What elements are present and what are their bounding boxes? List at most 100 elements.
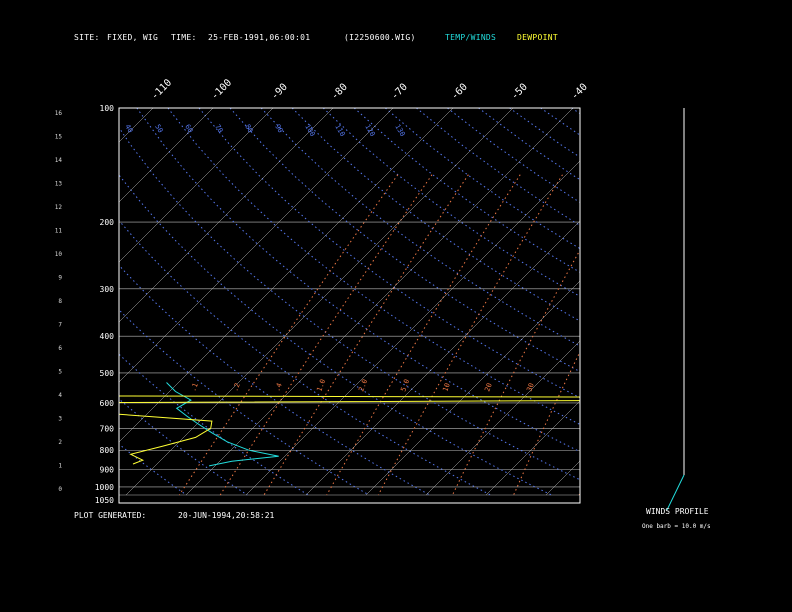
isotherm-line: [545, 460, 580, 496]
pressure-label: 100: [100, 104, 115, 113]
dry-adiabat: [447, 108, 580, 203]
temperature-label-top: -50: [509, 82, 530, 103]
theta-label: 80: [243, 123, 254, 134]
dry-adiabat: [119, 443, 187, 496]
dry-adiabat: [416, 108, 580, 226]
dry-adiabat: [119, 309, 370, 496]
temperature-label-top: -70: [389, 82, 410, 103]
dry-adiabat: [696, 108, 792, 495]
mixing-ratio-label: 5.0: [399, 378, 411, 393]
isotherm-line: [125, 108, 514, 496]
time-value: 25-FEB-1991,06:00:01: [208, 33, 311, 42]
height-label: 2: [58, 439, 62, 446]
temperature-line: [166, 382, 279, 467]
height-label: 15: [55, 133, 63, 140]
dry-adiabat: [634, 108, 792, 495]
dry-adiabat: [167, 108, 580, 426]
height-label: 1: [58, 463, 62, 470]
temperature-label-top: -80: [329, 82, 350, 103]
height-label: 9: [58, 275, 62, 282]
dry-adiabat: [136, 108, 580, 453]
isotherm-line: [245, 160, 580, 496]
dry-adiabat: [322, 108, 580, 297]
pressure-label: 800: [100, 446, 115, 455]
theta-label: 70: [213, 123, 224, 134]
file-label: (I2250600.WIG): [344, 33, 416, 42]
isotherm-line: [119, 108, 454, 443]
theta-label: 110: [333, 123, 346, 138]
mixing-ratio-lines: [178, 174, 757, 496]
height-label: 11: [55, 228, 63, 235]
pressure-label: 900: [100, 466, 115, 475]
height-label: 5: [58, 369, 62, 376]
barb-note: One barb = 10.0 m/s: [642, 523, 711, 530]
mixing-ratio-label: 20: [483, 382, 493, 393]
dry-adiabat: [291, 108, 580, 322]
height-label: 16: [55, 110, 63, 117]
pressure-label: 600: [100, 399, 115, 408]
mixing-ratio-line: [219, 174, 433, 496]
isotherm-line: [0, 108, 33, 495]
legend-dewpoint: DEWPOINT: [517, 33, 558, 42]
site-value: FIXED, WIG: [107, 33, 159, 42]
time-label: TIME:: [171, 33, 197, 42]
height-label: 0: [58, 486, 62, 493]
dry-adiabat: [571, 108, 580, 115]
dry-adiabat: [260, 108, 580, 347]
height-label: 6: [58, 345, 62, 352]
theta-label: 60: [183, 123, 194, 134]
dry-adiabat: [727, 108, 792, 495]
mixing-ratio-line: [620, 175, 757, 495]
pressure-label: 300: [100, 285, 115, 294]
dry-adiabat: [119, 353, 309, 496]
dry-adiabat: [119, 264, 431, 496]
theta-label: 40: [123, 123, 134, 134]
dry-adiabat: [119, 398, 248, 496]
isotherm-line: [606, 108, 792, 495]
isotherm-line: [726, 108, 792, 495]
mixing-ratio-label: 2.0: [357, 378, 369, 393]
height-label: 13: [55, 180, 63, 187]
dry-adiabat: [119, 174, 552, 496]
dry-adiabat: [540, 108, 580, 136]
isotherm-line: [119, 108, 394, 383]
pressure-label: 200: [100, 218, 115, 227]
height-label: 3: [58, 416, 62, 423]
height-label: 14: [55, 157, 63, 164]
mixing-ratio-line: [326, 174, 521, 496]
mixing-ratio-line: [452, 249, 580, 496]
pressure-label: 1050: [95, 496, 114, 505]
dry-adiabat: [198, 108, 580, 399]
isotherm-line: [185, 108, 574, 496]
temperature-label-top: -110: [149, 77, 174, 102]
pressure-label: 500: [100, 369, 115, 378]
dry-adiabat: [119, 126, 580, 481]
dewpoint-line: [119, 395, 580, 465]
dry-adiabat: [353, 108, 580, 273]
mixing-ratio-line: [178, 174, 399, 496]
isotherm-line: [425, 340, 580, 496]
temperature-label-top: -100: [209, 77, 234, 102]
mixing-ratio-line: [578, 491, 580, 496]
plot-generated-value: 20-JUN-1994,20:58:21: [178, 511, 275, 520]
mixing-ratio-label: .4: [273, 382, 283, 393]
dry-adiabat: [119, 219, 491, 496]
isotherm-lines: [0, 108, 792, 496]
mixing-ratio-label: .2: [231, 382, 241, 393]
temperature-label-top: -60: [449, 82, 470, 103]
legend-temp: TEMP/WINDS: [445, 33, 497, 42]
mixing-ratio-label: .1: [189, 382, 199, 393]
height-label: 10: [55, 251, 63, 258]
height-label: 8: [58, 298, 62, 305]
temperature-label-top: -90: [269, 82, 290, 103]
mixing-ratio-line: [513, 350, 580, 496]
isotherm-line: [119, 108, 334, 323]
dry-adiabat: [478, 108, 580, 181]
site-label: SITE:: [74, 33, 100, 42]
dry-adiabat: [384, 108, 580, 250]
mixing-ratio-label: 10: [441, 382, 451, 393]
theta-label: 50: [153, 123, 164, 134]
isobar-lines: [119, 221, 580, 496]
mixing-ratio-label: 30: [525, 382, 535, 393]
